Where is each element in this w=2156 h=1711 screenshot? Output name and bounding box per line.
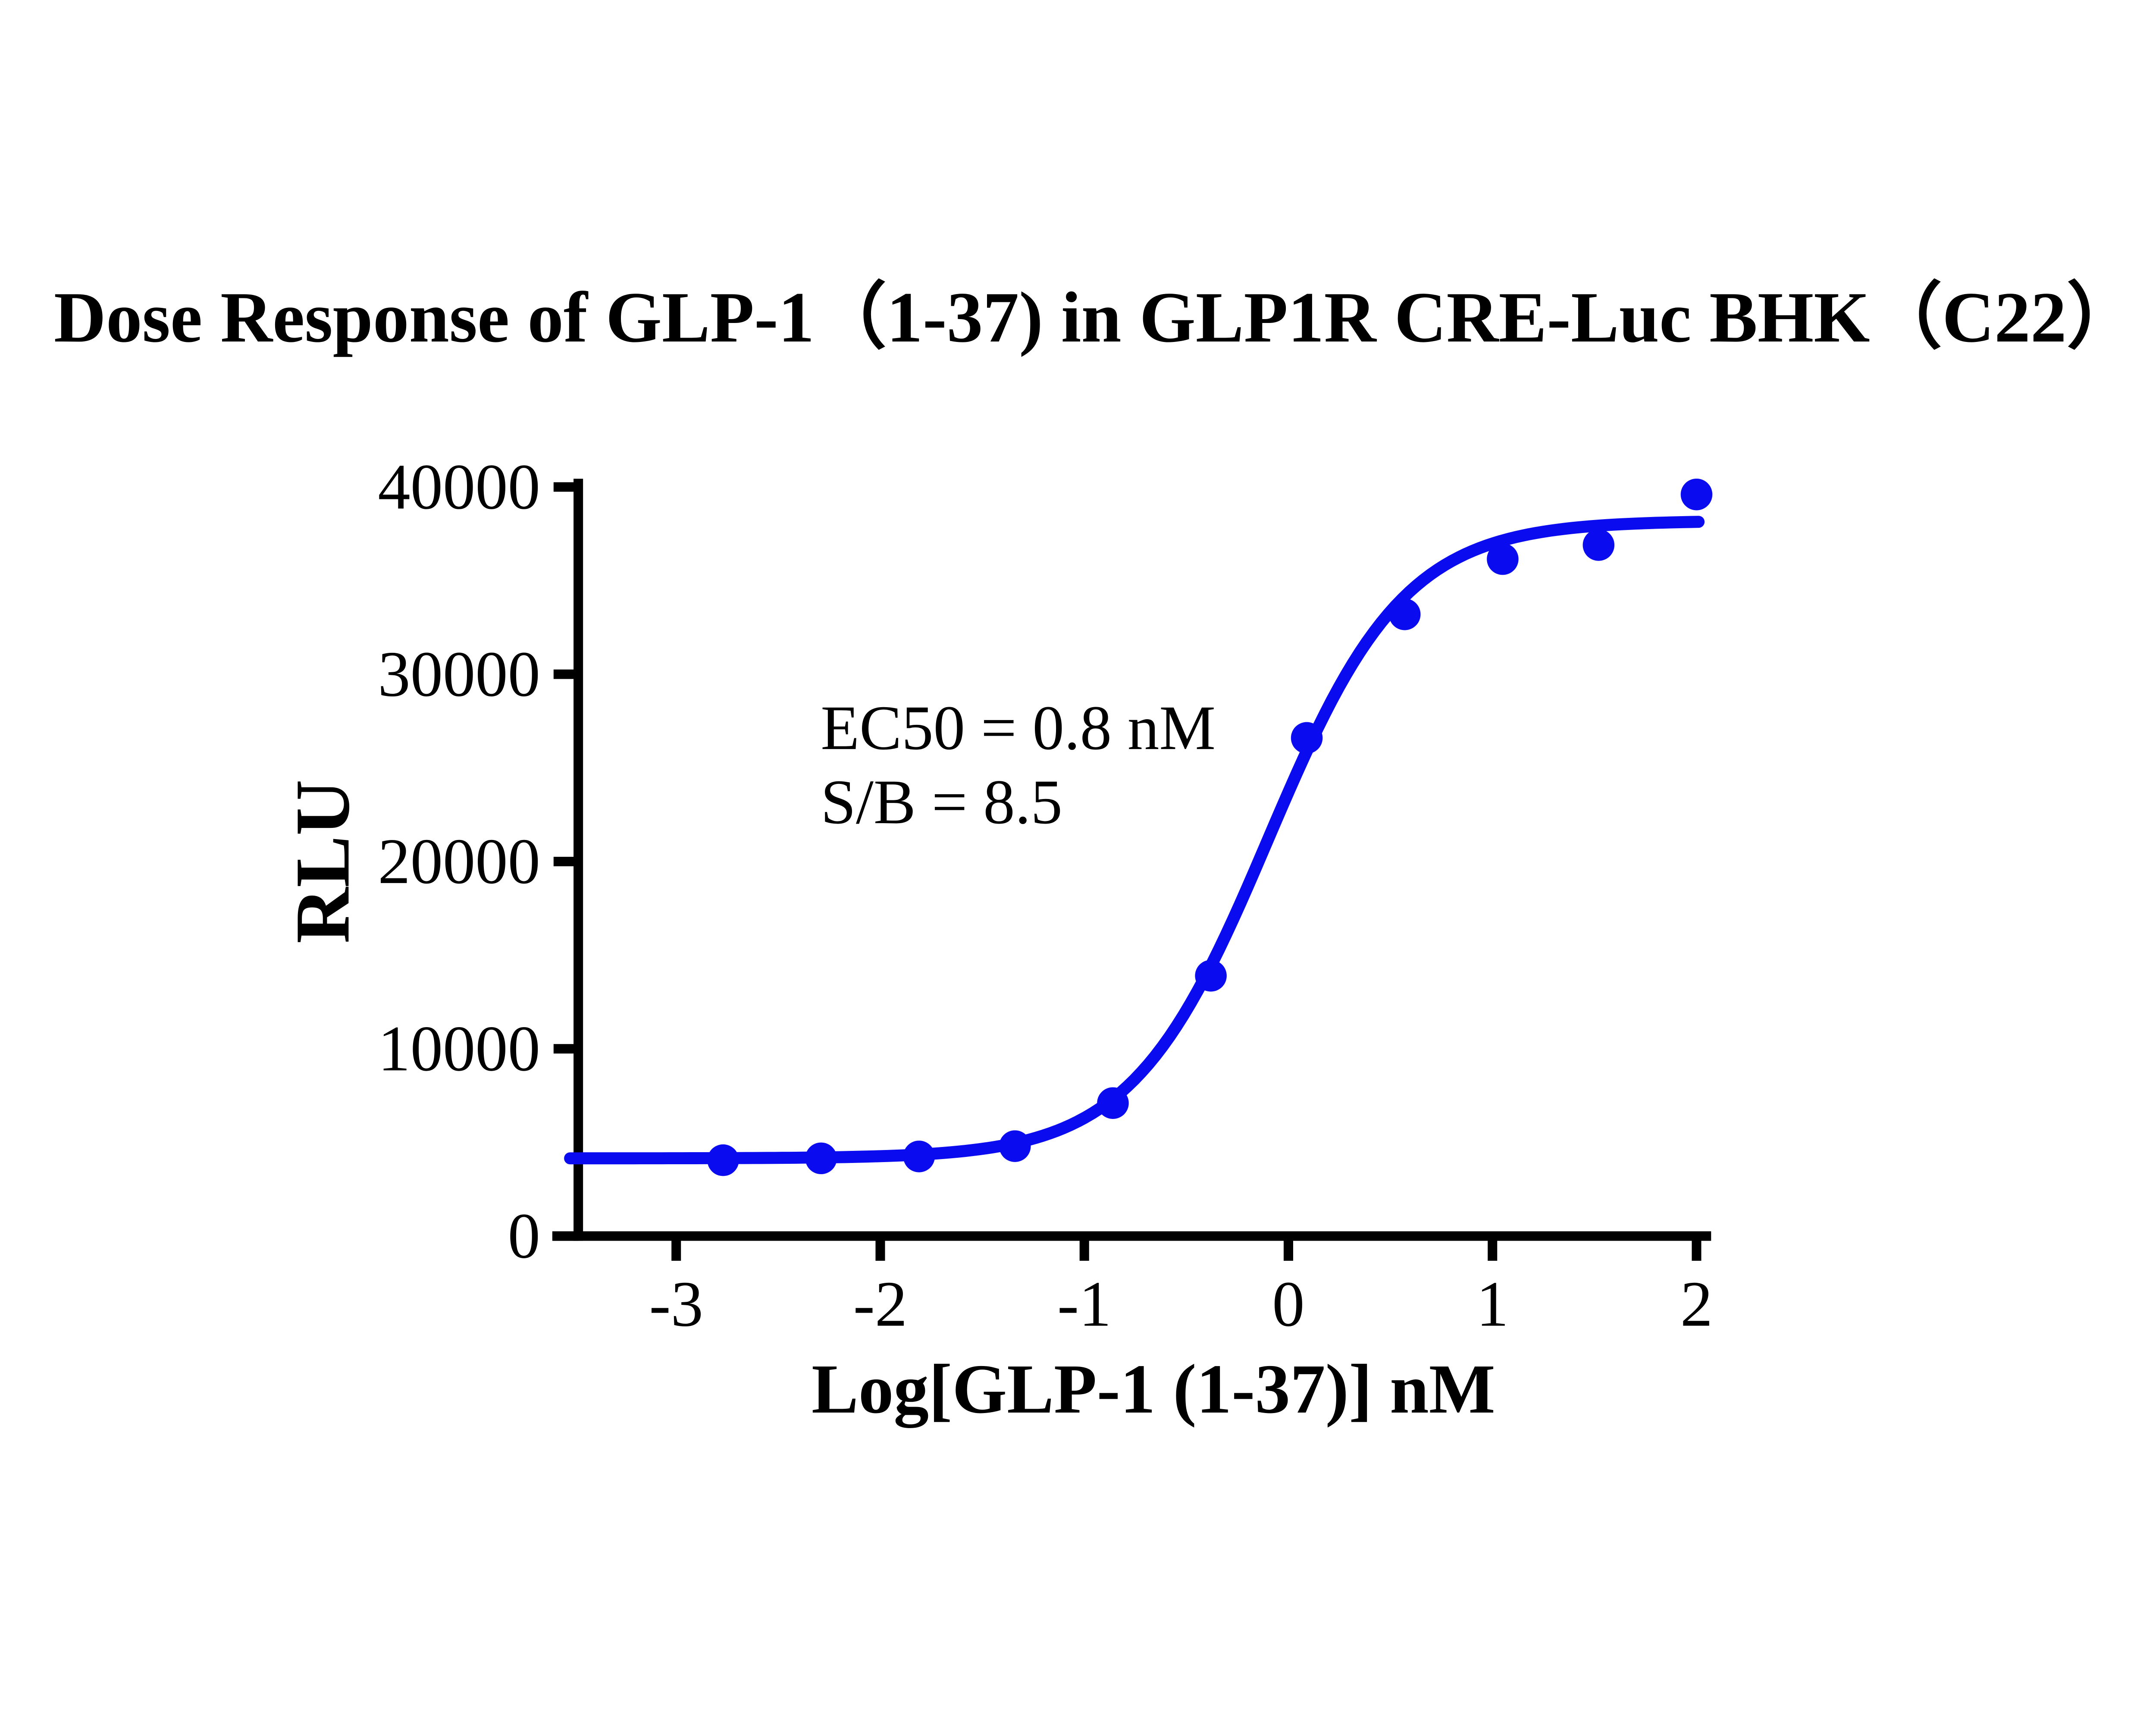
data-point	[805, 1142, 837, 1175]
x-axis-title: Log[GLP-1 (1-37)] nM	[812, 1351, 1495, 1428]
data-point	[1291, 722, 1323, 754]
data-point	[1097, 1087, 1129, 1119]
y-tick-label: 40000	[378, 451, 540, 523]
data-point	[1487, 543, 1519, 575]
data-point	[999, 1130, 1031, 1162]
y-tick-label: 30000	[378, 638, 540, 710]
y-tick-label: 10000	[378, 1012, 540, 1084]
x-tick-label: 2	[1680, 1268, 1713, 1340]
fit-curve	[564, 516, 1705, 1165]
dose-response-curve	[564, 516, 1705, 1165]
annotation-signal-background: S/B = 8.5	[821, 767, 1062, 837]
data-point	[707, 1144, 739, 1176]
x-tick-label: 0	[1272, 1268, 1304, 1340]
y-tick-label: 20000	[378, 825, 540, 897]
data-point	[1583, 529, 1615, 561]
y-axis-title: RLU	[279, 780, 365, 943]
axes: 0 10000 20000 30000 40000 -3 -2 -1 0 1 2	[378, 451, 1713, 1340]
data-points	[707, 478, 1713, 1176]
chart-title: Dose Response of GLP-1（1-37) in GLP1R CR…	[54, 278, 2139, 357]
x-tick-label: -1	[1057, 1268, 1111, 1340]
x-tick-label: -2	[853, 1268, 907, 1340]
data-point	[1195, 960, 1227, 992]
data-point	[903, 1141, 935, 1172]
data-point	[1680, 478, 1713, 511]
y-tick-label: 0	[508, 1200, 540, 1272]
x-tick-label: -3	[649, 1268, 703, 1340]
annotation-ec50: EC50 = 0.8 nM	[821, 693, 1216, 763]
data-point	[1388, 598, 1421, 630]
x-tick-label: 1	[1476, 1268, 1509, 1340]
